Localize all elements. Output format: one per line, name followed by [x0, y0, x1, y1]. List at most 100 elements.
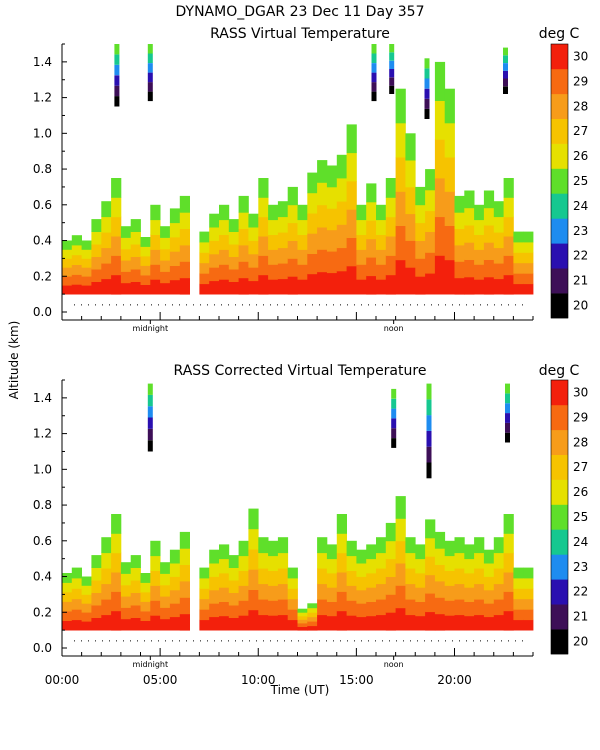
- colorbar-swatch: [551, 454, 568, 480]
- data-cell: [503, 274, 514, 295]
- data-spike: [424, 58, 430, 69]
- data-cell: [140, 275, 151, 285]
- data-cell: [62, 267, 73, 277]
- data-cell: [248, 227, 259, 241]
- data-cell: [219, 219, 230, 235]
- data-cell: [297, 626, 308, 631]
- data-spike: [114, 44, 120, 55]
- data-spike: [424, 88, 430, 99]
- data-cell: [326, 601, 338, 617]
- data-cell: [307, 625, 318, 631]
- data-cell: [228, 231, 239, 245]
- data-cell: [326, 229, 338, 252]
- data-cell: [199, 252, 210, 264]
- data-cell: [81, 621, 92, 631]
- data-cell: [464, 207, 475, 226]
- data-cell: [287, 578, 298, 589]
- data-cell: [160, 248, 171, 261]
- data-cell: [483, 190, 495, 209]
- data-spike: [371, 72, 377, 83]
- colorbar-tick-label: 23: [573, 560, 588, 574]
- data-cell: [336, 552, 347, 573]
- data-spike: [114, 64, 120, 76]
- data-cell: [228, 580, 239, 593]
- data-cell: [425, 169, 436, 191]
- data-cell: [199, 242, 210, 253]
- data-cell: [483, 616, 495, 631]
- data-cell: [503, 552, 514, 573]
- data-cell: [287, 567, 298, 579]
- data-cell: [228, 281, 239, 295]
- data-spike: [389, 60, 395, 69]
- data-cell: [101, 537, 112, 554]
- data-cell: [523, 273, 534, 285]
- data-cell: [111, 178, 122, 198]
- data-cell: [219, 234, 230, 250]
- data-cell: [150, 249, 161, 265]
- data-cell: [268, 555, 279, 571]
- y-tick-label: 0.6: [33, 198, 52, 212]
- data-cell: [513, 598, 524, 610]
- y-tick-label: 1.2: [33, 91, 52, 105]
- data-cell: [101, 583, 112, 600]
- data-cell: [307, 616, 318, 622]
- data-cell: [62, 601, 73, 612]
- data-cell: [415, 573, 426, 588]
- data-cell: [317, 204, 328, 228]
- data-cell: [454, 245, 465, 262]
- data-cell: [277, 568, 289, 585]
- colorbar-tick-label: 29: [573, 74, 588, 88]
- data-spike: [371, 91, 377, 102]
- data-cell: [120, 618, 132, 631]
- colorbar-tick-label: 24: [573, 535, 588, 549]
- data-cell: [258, 599, 269, 616]
- data-cell: [513, 242, 524, 253]
- data-cell: [385, 216, 396, 237]
- data-cell: [71, 619, 82, 631]
- colorbar-swatch: [551, 118, 568, 144]
- data-cell: [474, 204, 485, 221]
- data-cell: [317, 182, 328, 206]
- data-cell: [81, 585, 92, 595]
- data-cell: [169, 208, 181, 224]
- data-cell: [81, 594, 92, 604]
- data-cell: [513, 619, 524, 631]
- data-cell: [307, 612, 318, 618]
- data-cell: [356, 563, 367, 577]
- data-cell: [523, 242, 534, 253]
- data-cell: [297, 204, 308, 221]
- y-tick-label: 0.2: [33, 605, 52, 619]
- data-cell: [160, 237, 171, 250]
- data-cell: [376, 583, 387, 600]
- data-cell: [160, 260, 171, 272]
- data-spike: [114, 85, 120, 97]
- data-cell: [415, 186, 426, 206]
- data-cell: [209, 267, 220, 282]
- data-cell: [464, 276, 475, 295]
- data-cell: [395, 518, 406, 542]
- data-cell: [336, 591, 347, 612]
- y-tick-label: 1.4: [33, 55, 52, 69]
- data-cell: [376, 614, 387, 631]
- data-cell: [277, 263, 289, 280]
- data-cell: [395, 540, 406, 564]
- data-cell: [120, 607, 132, 620]
- colorbar-swatch: [551, 529, 568, 555]
- data-spike: [147, 383, 153, 395]
- data-cell: [444, 88, 455, 124]
- data-cell: [238, 540, 249, 557]
- data-cell: [209, 240, 220, 255]
- data-spike: [147, 82, 153, 92]
- data-cell: [326, 544, 338, 560]
- data-cell: [434, 100, 446, 140]
- data-cell: [160, 618, 171, 631]
- data-cell: [346, 181, 357, 210]
- data-cell: [385, 197, 396, 218]
- data-cell: [444, 259, 455, 295]
- data-cell: [228, 244, 239, 257]
- data-cell: [405, 240, 416, 268]
- x-tick-label: 10:00: [241, 673, 276, 687]
- data-cell: [219, 249, 230, 265]
- data-cell: [493, 263, 504, 280]
- data-cell: [219, 587, 230, 602]
